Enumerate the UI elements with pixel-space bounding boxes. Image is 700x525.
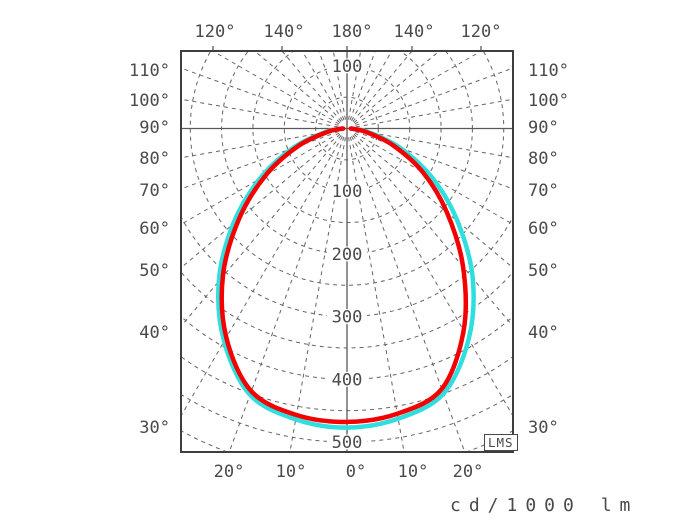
angle-label: 90° [139,118,170,138]
ring-label: 400 [332,370,363,390]
grid-ray [352,135,513,328]
angle-label: 140° [394,22,435,42]
units-label: cd/1000 lm [450,495,639,516]
angle-label: 80° [528,149,559,169]
angle-label: 60° [139,219,170,239]
angle-label: 40° [139,323,170,343]
angle-label: 110° [129,61,170,81]
ring-label: 100 [332,57,363,77]
angle-label: 110° [528,61,569,81]
angle-label: 40° [528,323,559,343]
ring-label: 300 [332,308,363,328]
angle-label: 120° [461,22,502,42]
angle-label: 140° [264,22,305,42]
red-curve [219,126,469,425]
ring-label: 500 [332,433,363,453]
grid-ray [349,136,466,452]
grid-ray [228,136,345,452]
angle-label: 80° [139,149,170,169]
angle-label: 90° [528,118,559,138]
lms-badge: LMS [484,434,518,451]
ring-label-mask [327,246,367,262]
grid-ray [353,51,441,124]
angle-label: 0° [346,462,366,482]
grid-ray [181,136,343,418]
angle-label: 100° [129,91,170,111]
grid-ray [181,133,341,269]
grid-ray [181,135,342,328]
angle-label: 30° [139,418,170,438]
grid-ray [349,51,376,121]
angle-label: 120° [195,22,236,42]
grid-ray [351,136,513,418]
angle-label: 70° [139,181,170,201]
angle-label: 10° [398,462,429,482]
ring-label-mask [327,371,367,387]
angle-label: 70° [528,181,559,201]
ring-label-mask [327,434,367,450]
ring-label: 100 [332,182,363,202]
ring-label: 200 [332,245,363,265]
grid-ray [289,137,346,452]
cyan-curve [216,126,476,430]
angle-label: 50° [139,261,170,281]
grid-ray [353,133,513,269]
chart-frame [180,50,514,453]
angle-label: 30° [528,418,559,438]
ring-label-mask [327,309,367,325]
angle-label: 100° [528,91,569,111]
ring-label-mask [327,183,367,199]
angle-label: 20° [453,462,484,482]
angle-label: 60° [528,219,559,239]
angle-label: 50° [528,261,559,281]
ring-label-mask [327,58,367,74]
angle-label: 180° [332,22,373,42]
grid-ray [318,51,345,121]
angle-label: 10° [276,462,307,482]
grid-ray [253,51,341,124]
grid-ray [348,137,405,452]
angle-label: 20° [214,462,245,482]
